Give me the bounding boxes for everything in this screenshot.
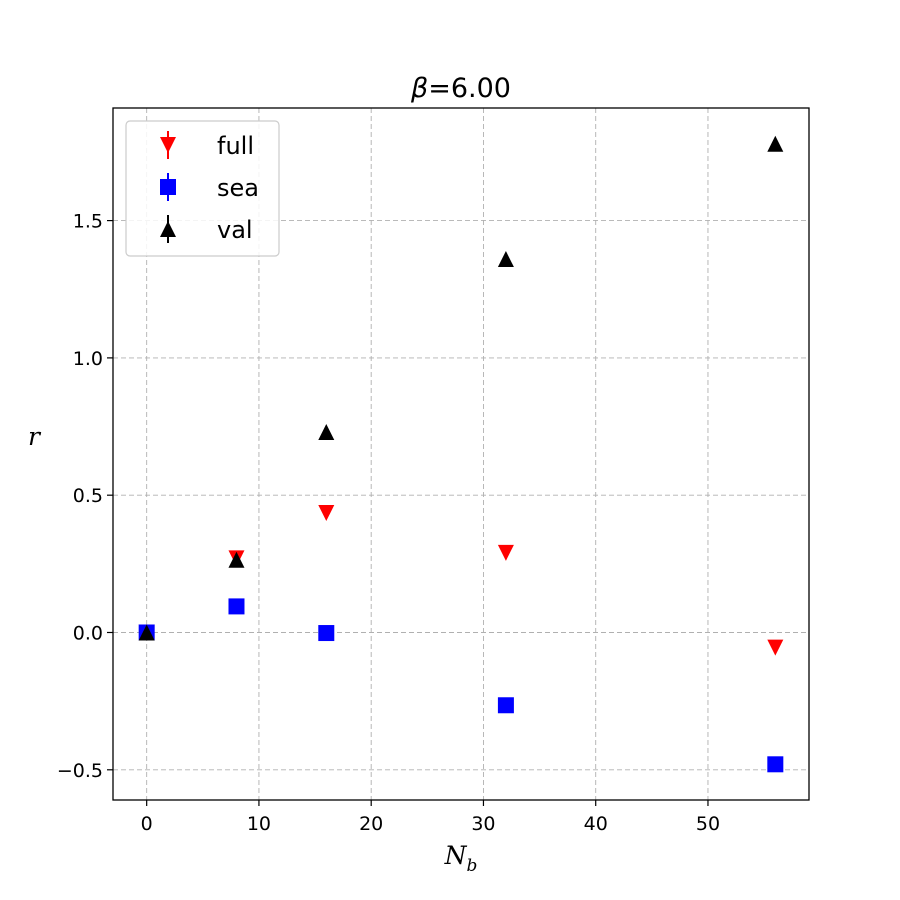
legend-items: full sea val [160,131,259,244]
x-tick-label: 40 [584,813,608,835]
plot-frame [112,107,810,801]
legend-marker-sea [160,179,176,195]
legend-label-full: full [217,132,254,160]
x-axis-label: Nb [444,841,478,876]
x-tick-label: 10 [247,813,271,835]
legend-box [125,120,280,257]
x-tick-label: 50 [696,813,720,835]
chart-title: β=6.00 [410,73,511,104]
x-axis-label-main: N [444,841,468,870]
y-tick-label: −0.5 [57,760,103,782]
legend-marker-val [160,221,176,237]
y-tick-label: 0.5 [73,485,103,507]
data-point-val [767,135,784,152]
title-symbol: β [410,73,428,104]
legend-label-val: val [217,216,253,244]
marker-layer [138,135,784,773]
y-tick-label: 1.0 [73,348,103,370]
x-tick-label: 30 [471,813,495,835]
data-point-sea [318,625,335,642]
data-point-val [138,624,155,641]
legend-marker-full [160,137,176,153]
x-tick-label: 20 [359,813,383,835]
legend-label-sea: sea [217,174,259,202]
data-point-val [497,251,514,268]
data-point-val [228,551,245,568]
x-axis-label-subscript: b [466,856,477,876]
data-point-full [318,505,335,522]
x-tick-label: 0 [141,813,153,835]
legend: full sea val [125,120,280,257]
data-point-sea [497,697,514,714]
data-point-full [767,639,784,656]
title-value: =6.00 [428,73,511,104]
y-tick-label: 0.0 [73,622,103,644]
data-point-full [497,544,514,561]
y-tick-label: 1.5 [73,211,103,233]
data-point-sea [228,598,245,615]
y-axis-label: r [28,422,42,451]
tick-layer: 0 10 20 30 40 50 −0.5 0.0 0.5 1.0 1.5 [57,211,720,835]
data-point-val [318,424,335,441]
data-point-sea [767,756,784,773]
